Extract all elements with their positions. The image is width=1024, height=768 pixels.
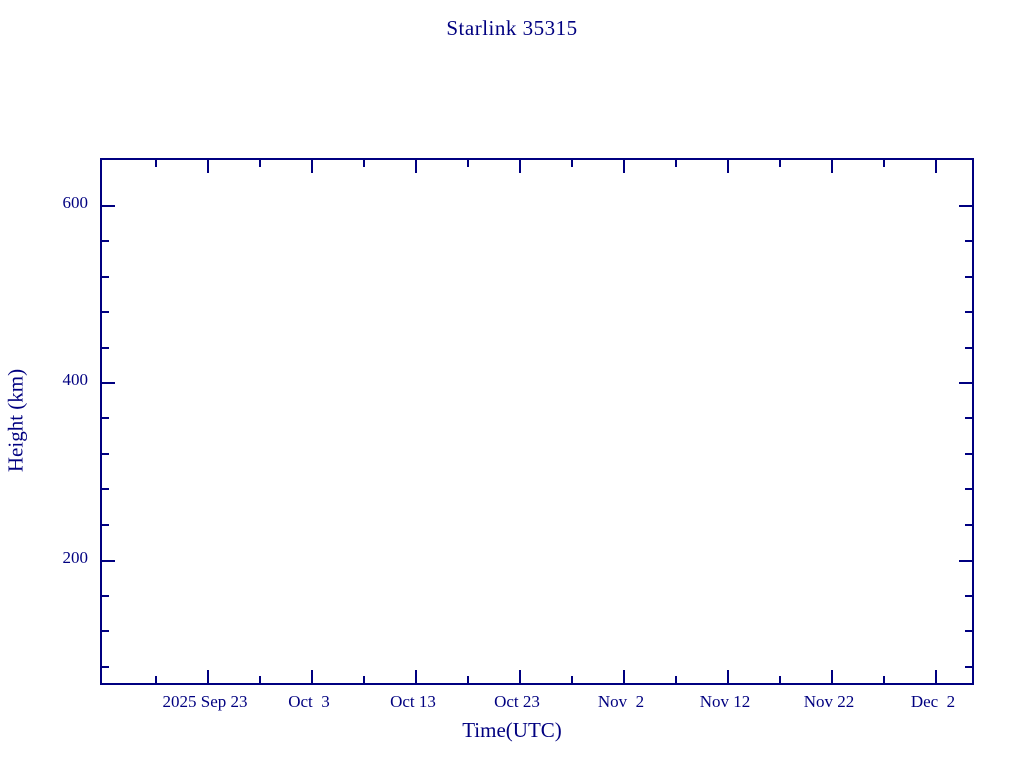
x-axis-minor-tick-bottom bbox=[675, 676, 677, 683]
x-axis-major-tick-top bbox=[311, 160, 313, 173]
y-axis-minor-tick-left bbox=[102, 595, 109, 597]
y-axis-minor-tick-left bbox=[102, 311, 109, 313]
y-axis-major-tick-left bbox=[102, 205, 115, 207]
x-axis-minor-tick-bottom bbox=[571, 676, 573, 683]
y-tick-label: 200 bbox=[62, 548, 89, 567]
x-tick-label: Oct 13 bbox=[390, 692, 436, 711]
y-tick-label: 400 bbox=[62, 370, 89, 389]
y-axis-minor-tick-left bbox=[102, 240, 109, 242]
x-axis-major-tick-bottom bbox=[207, 670, 209, 683]
x-axis-minor-tick-top bbox=[155, 160, 157, 167]
x-axis-major-tick-bottom bbox=[623, 670, 625, 683]
x-axis-minor-tick-top bbox=[779, 160, 781, 167]
y-axis-minor-tick-left bbox=[102, 347, 109, 349]
y-axis-minor-tick-left bbox=[102, 453, 109, 455]
y-axis-title: Height (km) bbox=[3, 368, 28, 473]
x-axis-major-tick-bottom bbox=[935, 670, 937, 683]
y-axis-minor-tick-right bbox=[965, 240, 972, 242]
x-axis-major-tick-top bbox=[831, 160, 833, 173]
x-tick-label: Oct 23 bbox=[494, 692, 540, 711]
y-axis-major-tick-left bbox=[102, 382, 115, 384]
x-axis-minor-tick-bottom bbox=[883, 676, 885, 683]
y-axis-major-tick-right bbox=[959, 205, 972, 207]
x-tick-label: Oct 3 bbox=[288, 692, 330, 711]
x-axis-major-tick-top bbox=[935, 160, 937, 173]
x-axis-major-tick-top bbox=[727, 160, 729, 173]
data-series-layer bbox=[102, 160, 972, 683]
y-axis-minor-tick-left bbox=[102, 488, 109, 490]
y-axis-major-tick-left bbox=[102, 560, 115, 562]
x-axis-minor-tick-top bbox=[259, 160, 261, 167]
x-axis-minor-tick-top bbox=[675, 160, 677, 167]
y-axis-minor-tick-left bbox=[102, 417, 109, 419]
y-axis-minor-tick-right bbox=[965, 630, 972, 632]
y-axis-minor-tick-right bbox=[965, 311, 972, 313]
y-axis-minor-tick-left bbox=[102, 666, 109, 668]
x-axis-major-tick-bottom bbox=[415, 670, 417, 683]
x-axis-major-tick-top bbox=[415, 160, 417, 173]
x-axis-minor-tick-top bbox=[883, 160, 885, 167]
y-axis-minor-tick-left bbox=[102, 524, 109, 526]
x-axis-major-tick-top bbox=[623, 160, 625, 173]
x-tick-label: Nov 2 bbox=[597, 692, 645, 711]
x-axis-minor-tick-bottom bbox=[155, 676, 157, 683]
x-axis-major-tick-bottom bbox=[519, 670, 521, 683]
x-axis-minor-tick-top bbox=[571, 160, 573, 167]
chart-title: Starlink 35315 bbox=[446, 16, 578, 40]
x-axis-minor-tick-top bbox=[363, 160, 365, 167]
y-axis-minor-tick-right bbox=[965, 595, 972, 597]
x-tick-label: Dec 2 bbox=[910, 692, 956, 711]
y-axis-minor-tick-left bbox=[102, 630, 109, 632]
x-axis-minor-tick-bottom bbox=[363, 676, 365, 683]
x-tick-label: Nov 22 bbox=[803, 692, 855, 711]
y-axis-minor-tick-right bbox=[965, 347, 972, 349]
x-tick-label: 2025 Sep 23 bbox=[162, 692, 248, 711]
y-axis-minor-tick-left bbox=[102, 276, 109, 278]
x-axis-major-tick-bottom bbox=[311, 670, 313, 683]
x-axis-minor-tick-bottom bbox=[467, 676, 469, 683]
x-axis-major-tick-bottom bbox=[727, 670, 729, 683]
y-axis-major-tick-right bbox=[959, 382, 972, 384]
y-axis-minor-tick-right bbox=[965, 666, 972, 668]
y-axis-minor-tick-right bbox=[965, 488, 972, 490]
x-axis-title: Time(UTC) bbox=[462, 718, 562, 742]
y-axis-minor-tick-right bbox=[965, 524, 972, 526]
x-axis-minor-tick-bottom bbox=[259, 676, 261, 683]
y-tick-label: 600 bbox=[62, 193, 89, 212]
x-axis-major-tick-bottom bbox=[831, 670, 833, 683]
y-axis-minor-tick-right bbox=[965, 417, 972, 419]
x-axis-major-tick-top bbox=[207, 160, 209, 173]
x-axis-minor-tick-top bbox=[467, 160, 469, 167]
x-axis-major-tick-top bbox=[519, 160, 521, 173]
x-axis-minor-tick-bottom bbox=[779, 676, 781, 683]
x-tick-label: Nov 12 bbox=[699, 692, 751, 711]
y-axis-minor-tick-right bbox=[965, 276, 972, 278]
y-axis-major-tick-right bbox=[959, 560, 972, 562]
plot-area bbox=[100, 158, 974, 685]
y-axis-minor-tick-right bbox=[965, 453, 972, 455]
